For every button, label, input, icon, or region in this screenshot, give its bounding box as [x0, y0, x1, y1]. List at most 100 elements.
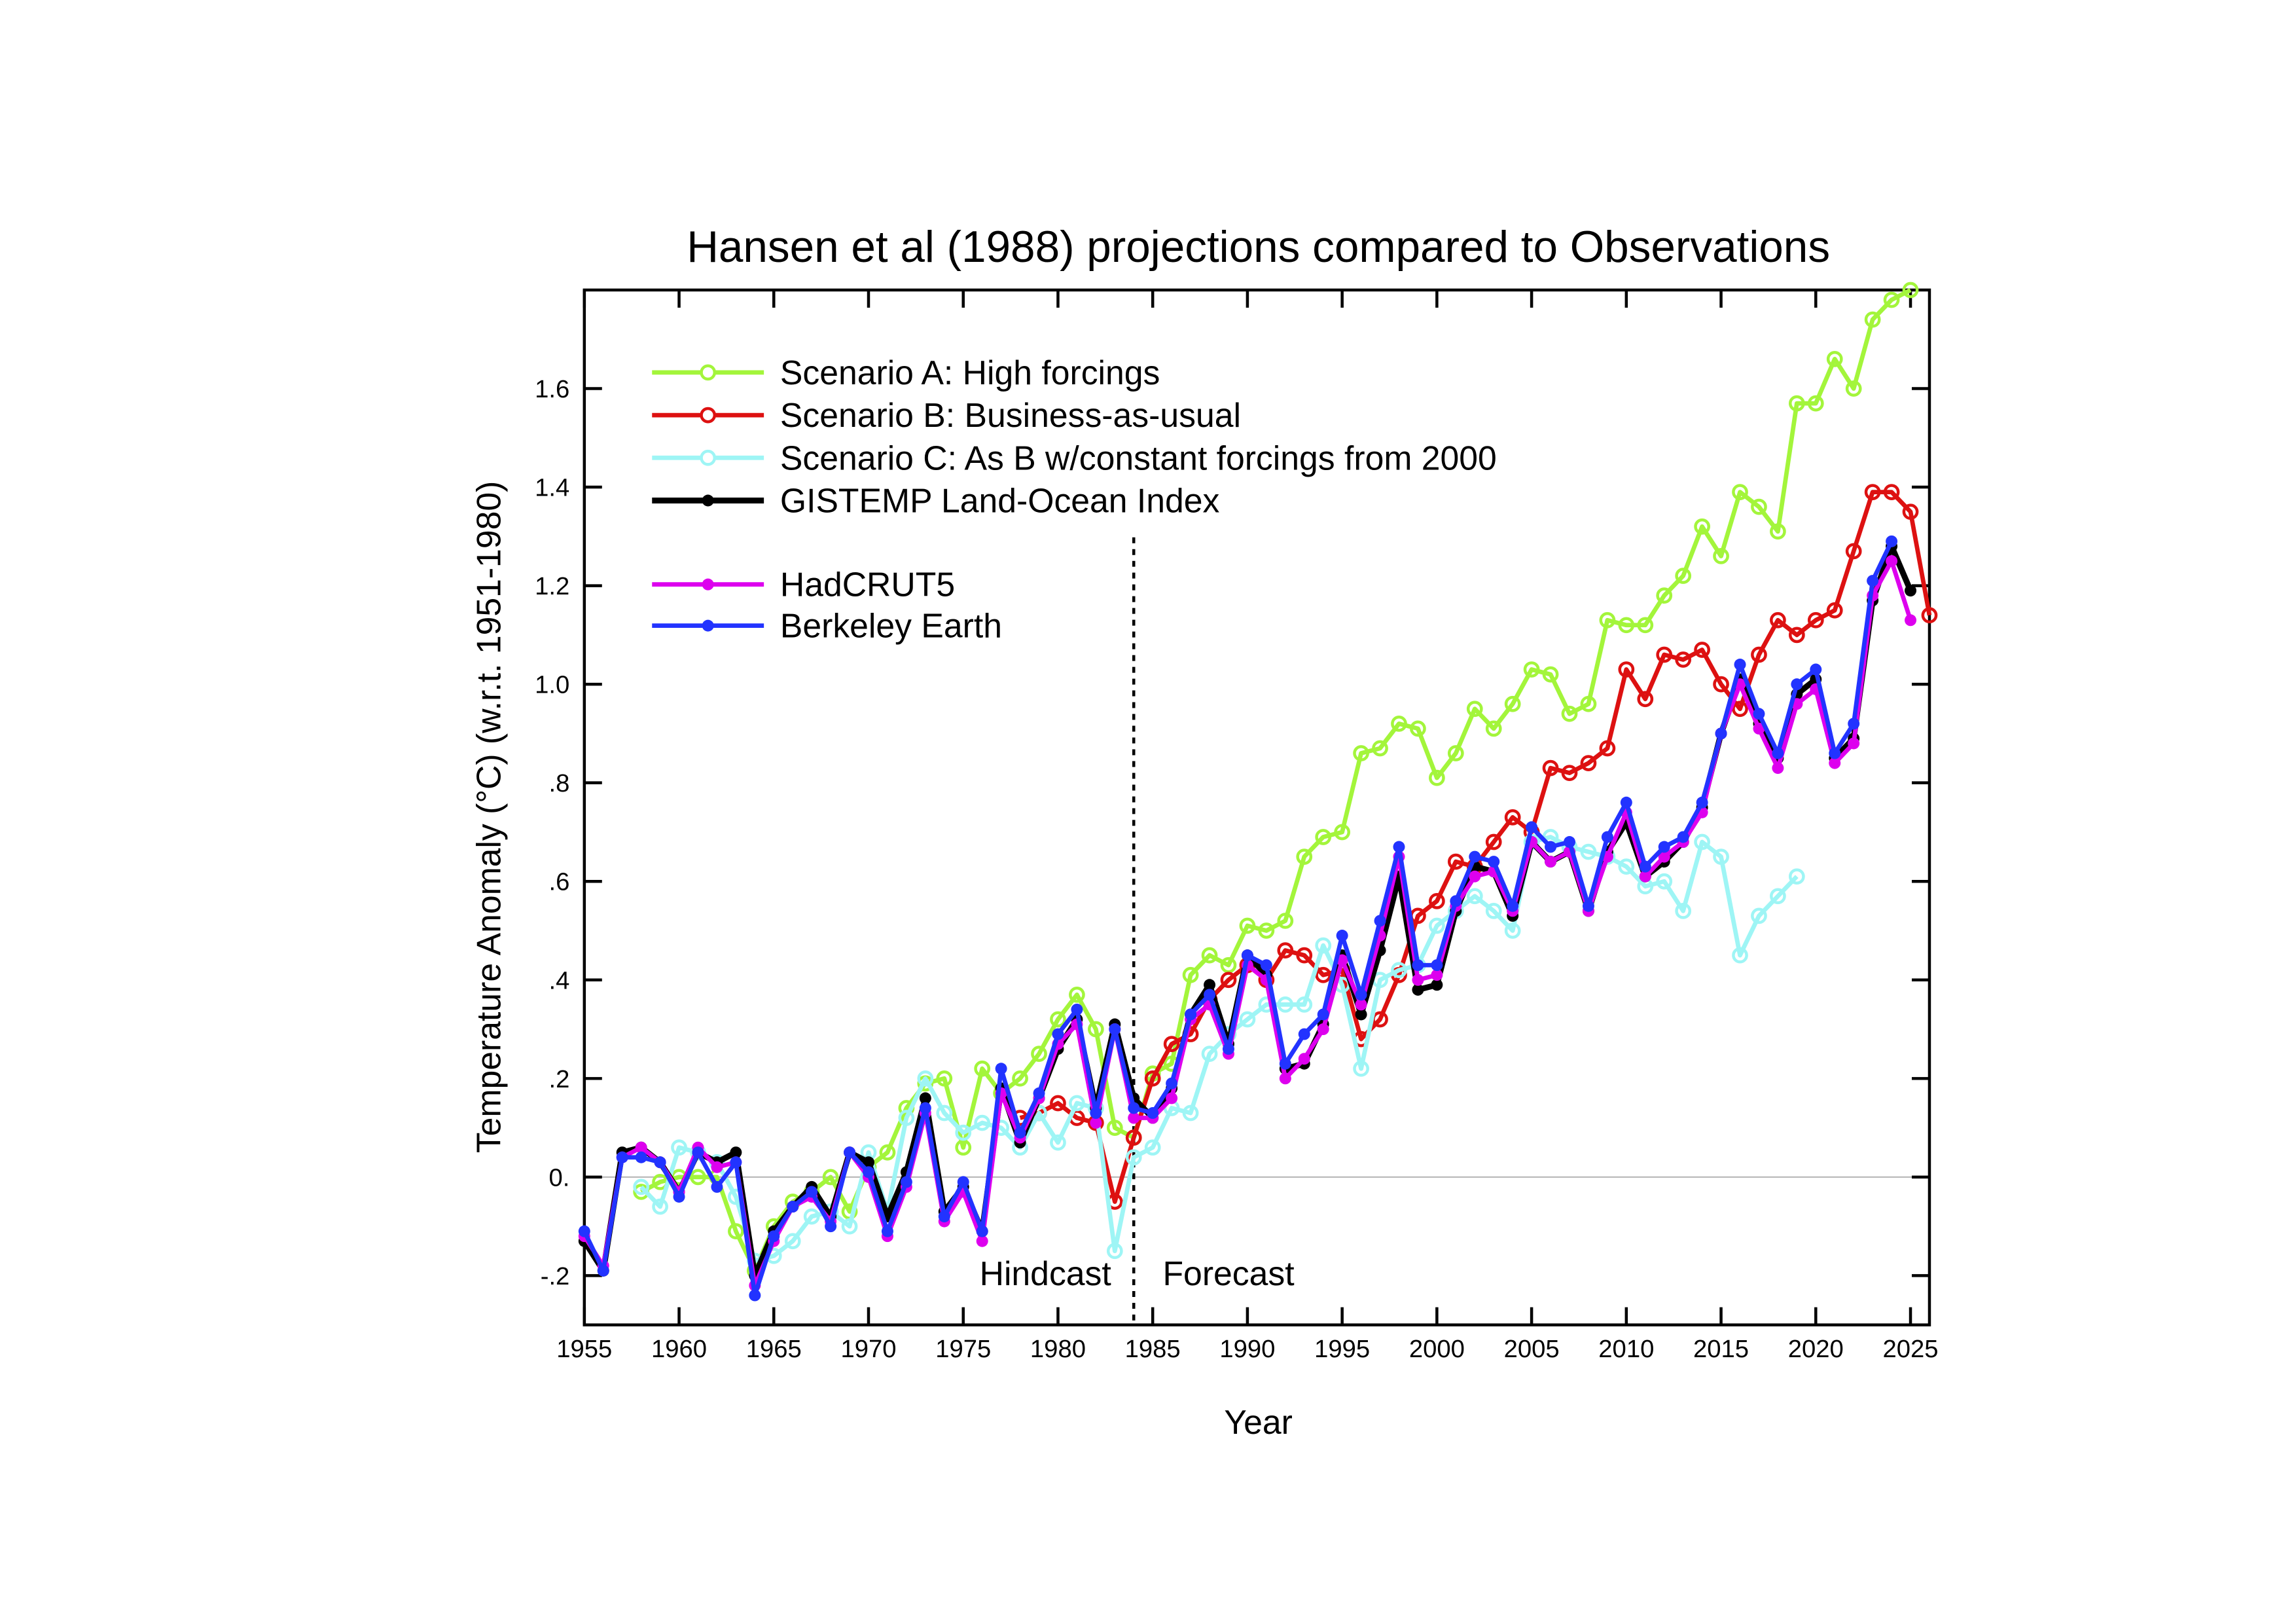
data-point	[1185, 1008, 1197, 1021]
data-point	[1599, 740, 1616, 757]
data-point	[1031, 1046, 1047, 1063]
data-point	[1694, 833, 1710, 850]
data-point	[1864, 484, 1881, 500]
data-point	[1485, 720, 1502, 737]
data-point	[1788, 395, 1805, 412]
data-point	[1466, 701, 1483, 718]
data-point	[1125, 1129, 1142, 1146]
data-point	[1315, 829, 1332, 845]
data-point	[1601, 831, 1613, 843]
data-point	[806, 1186, 818, 1198]
data-point	[936, 1104, 953, 1122]
data-point	[1883, 291, 1900, 308]
data-point	[1296, 947, 1313, 964]
data-point	[1239, 917, 1256, 934]
legend-entry: Scenario A: High forcings	[780, 354, 1160, 392]
data-point	[1204, 979, 1216, 991]
y-axis-label: Temperature Anomaly (°C) (w.r.t. 1951-19…	[470, 481, 508, 1153]
data-point	[1241, 949, 1253, 962]
data-point	[1429, 892, 1445, 909]
data-point	[1109, 1023, 1121, 1036]
data-point	[1447, 745, 1464, 761]
data-point	[1618, 858, 1635, 875]
data-point	[1867, 575, 1879, 587]
data-point	[1412, 974, 1424, 986]
data-point	[1504, 695, 1521, 712]
x-tick-label: 2000	[1409, 1335, 1465, 1363]
data-point	[1204, 989, 1216, 1001]
data-point	[976, 1235, 988, 1247]
data-point	[1147, 1107, 1159, 1119]
data-point	[1734, 659, 1746, 671]
data-point	[1220, 957, 1237, 974]
data-point	[1069, 986, 1085, 1003]
data-point	[1753, 708, 1765, 720]
data-point	[1090, 1117, 1102, 1129]
legend-marker	[702, 578, 714, 591]
data-point	[1713, 676, 1729, 693]
data-point	[673, 1190, 685, 1203]
data-point	[841, 1218, 858, 1235]
data-point	[1829, 747, 1841, 759]
data-point	[1675, 568, 1692, 584]
data-point	[1637, 691, 1654, 708]
data-point	[1713, 548, 1729, 564]
data-point	[1696, 796, 1708, 809]
data-point	[1905, 585, 1917, 597]
data-point	[787, 1201, 799, 1213]
data-point	[1580, 695, 1597, 712]
data-point	[1050, 1095, 1066, 1112]
data-point	[1277, 942, 1294, 958]
x-tick-label: 2015	[1693, 1335, 1749, 1363]
data-point	[1166, 1077, 1178, 1089]
data-point	[711, 1180, 723, 1193]
data-point	[995, 1063, 1007, 1075]
y-tick-label: 0.	[548, 1163, 569, 1192]
data-point	[1732, 701, 1748, 718]
data-point	[1485, 903, 1502, 919]
data-point	[1886, 555, 1898, 567]
data-point	[1336, 930, 1348, 942]
data-point	[1751, 498, 1767, 515]
series-gistemp-land-ocean-index	[578, 540, 1917, 1282]
legend-marker	[700, 407, 717, 424]
data-point	[1826, 350, 1843, 367]
data-point	[1412, 983, 1424, 996]
data-point	[1488, 856, 1500, 868]
data-point	[1317, 1008, 1329, 1021]
data-point	[1128, 1112, 1140, 1124]
data-point	[1317, 1023, 1329, 1036]
data-point	[1694, 518, 1710, 535]
data-point	[1582, 900, 1594, 912]
data-point	[711, 1161, 723, 1173]
data-point	[1770, 611, 1786, 629]
data-point	[1014, 1127, 1026, 1139]
data-point	[1826, 602, 1843, 619]
data-point	[1675, 651, 1692, 668]
data-point	[1393, 841, 1405, 853]
data-point	[1807, 395, 1824, 412]
data-point	[1658, 850, 1670, 863]
data-point	[1410, 720, 1426, 737]
data-point	[1201, 1046, 1218, 1063]
data-point	[1883, 484, 1900, 500]
data-point	[1315, 937, 1332, 954]
data-point	[1845, 543, 1862, 560]
data-point	[1656, 646, 1673, 663]
data-point	[1751, 907, 1767, 924]
data-point	[1658, 841, 1670, 853]
data-point	[1450, 895, 1462, 907]
data-point	[1523, 661, 1540, 678]
data-point	[1770, 888, 1786, 905]
data-point	[1315, 966, 1332, 983]
data-point	[1372, 740, 1388, 757]
data-point	[1277, 913, 1294, 929]
data-point	[1012, 1070, 1028, 1087]
data-point	[1033, 1087, 1045, 1099]
y-tick-label: 1.2	[535, 572, 569, 600]
data-point	[1052, 1028, 1064, 1040]
series-layer	[578, 282, 1938, 1302]
data-point	[1466, 888, 1483, 905]
data-point	[1599, 611, 1616, 629]
data-point	[1412, 959, 1424, 972]
